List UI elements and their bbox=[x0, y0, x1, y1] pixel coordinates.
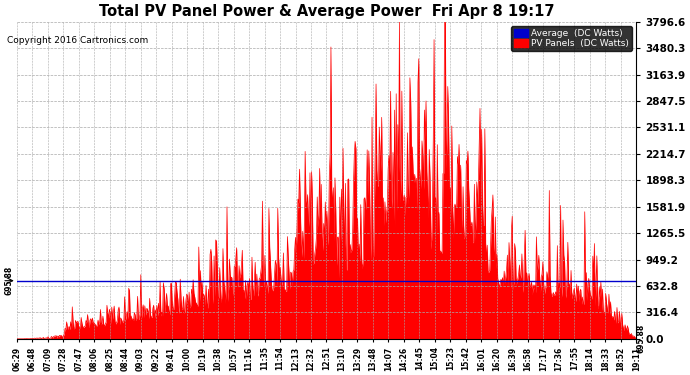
Text: 695.88: 695.88 bbox=[5, 266, 14, 296]
Text: Copyright 2016 Cartronics.com: Copyright 2016 Cartronics.com bbox=[7, 36, 148, 45]
Legend: Average  (DC Watts), PV Panels  (DC Watts): Average (DC Watts), PV Panels (DC Watts) bbox=[511, 26, 632, 51]
Text: 695.88: 695.88 bbox=[636, 324, 645, 353]
Title: Total PV Panel Power & Average Power  Fri Apr 8 19:17: Total PV Panel Power & Average Power Fri… bbox=[99, 4, 554, 19]
